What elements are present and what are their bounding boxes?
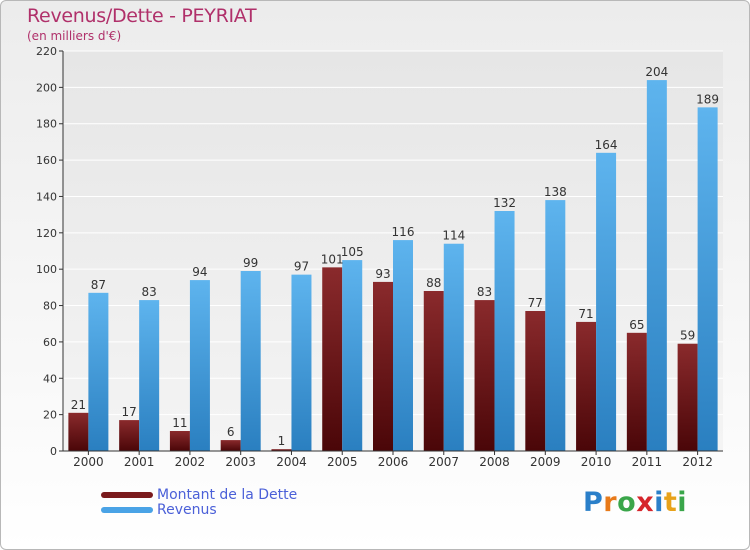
- value-label-dette-2012: 59: [680, 329, 695, 343]
- bar-revenus-2008: [494, 211, 515, 451]
- bar-dette-2003: [220, 440, 241, 451]
- bar-revenus-2000: [88, 292, 109, 451]
- logo-letter: o: [617, 487, 637, 518]
- y-tick-label: 120: [36, 227, 57, 240]
- x-tick-label-2006: 2006: [378, 455, 409, 469]
- bar-dette-2004: [271, 449, 292, 451]
- bar-revenus-2006: [393, 240, 413, 451]
- value-label-dette-2010: 71: [578, 307, 593, 321]
- bar-dette-2011: [626, 332, 647, 451]
- y-tick-label: 20: [43, 409, 57, 422]
- bar-revenus-2005: [342, 260, 363, 451]
- value-label-revenus-2008: 132: [493, 196, 516, 210]
- logo-letter: i: [654, 487, 664, 518]
- value-label-dette-2009: 77: [528, 296, 543, 310]
- chart-subtitle: (en milliers d'€): [27, 29, 122, 43]
- bar-revenus-2002: [189, 280, 210, 451]
- logo-letter: x: [636, 487, 655, 518]
- bar-revenus-2004: [291, 274, 312, 451]
- y-tick-label: 0: [50, 445, 57, 458]
- value-label-revenus-2003: 99: [243, 256, 258, 270]
- value-label-dette-2002: 11: [172, 416, 187, 430]
- y-tick-label: 200: [36, 81, 57, 94]
- bar-dette-2005: [322, 267, 343, 451]
- value-label-dette-2001: 17: [122, 405, 137, 419]
- bar-dette-2007: [423, 291, 444, 451]
- x-tick-label-2001: 2001: [124, 455, 155, 469]
- x-tick-label-2007: 2007: [428, 455, 459, 469]
- bar-dette-2000: [68, 412, 89, 451]
- value-label-dette-2000: 21: [71, 398, 86, 412]
- y-tick-label: 140: [36, 190, 57, 203]
- logo-letter: P: [583, 487, 604, 518]
- bar-revenus-2001: [139, 300, 160, 451]
- legend-label-revenus: Revenus: [157, 501, 217, 518]
- value-label-revenus-2000: 87: [91, 278, 106, 292]
- value-label-dette-2008: 83: [477, 285, 492, 299]
- bars: [68, 80, 718, 451]
- legend-item-dette: Montant de la Dette: [101, 486, 298, 503]
- x-tick-label-2005: 2005: [327, 455, 358, 469]
- value-label-revenus-2001: 83: [142, 285, 157, 299]
- value-label-revenus-2009: 138: [544, 185, 567, 199]
- chart-title: Revenus/Dette - PEYRIAT: [27, 5, 257, 27]
- bar-revenus-2007: [443, 243, 464, 451]
- value-label-revenus-2010: 164: [595, 138, 618, 152]
- value-label-dette-2007: 88: [426, 276, 441, 290]
- x-tick-label-2011: 2011: [632, 455, 663, 469]
- x-tick-label-2010: 2010: [581, 455, 612, 469]
- legend-item-revenus: Revenus: [101, 501, 297, 518]
- value-label-dette-2006: 93: [375, 267, 390, 281]
- bar-revenus-2003: [240, 271, 261, 451]
- value-label-revenus-2002: 94: [192, 265, 207, 279]
- bar-revenus-2009: [545, 200, 566, 451]
- value-label-dette-2011: 65: [629, 318, 644, 332]
- value-label-revenus-2005: 105: [341, 245, 364, 259]
- value-label-revenus-2011: 204: [645, 65, 668, 79]
- y-tick-label: 100: [36, 263, 57, 276]
- x-tick-label-2012: 2012: [682, 455, 713, 469]
- bar-dette-2012: [677, 343, 698, 451]
- bar-dette-2006: [373, 281, 393, 451]
- value-label-revenus-2007: 114: [442, 229, 465, 243]
- value-label-revenus-2006: 116: [392, 225, 415, 239]
- bar-revenus-2012: [697, 107, 718, 451]
- bar-dette-2002: [169, 431, 190, 451]
- y-tick-label: 160: [36, 154, 57, 167]
- legend: Montant de la Dette Revenus: [101, 486, 298, 518]
- value-label-dette-2003: 6: [227, 425, 235, 439]
- x-tick-label-2000: 2000: [73, 455, 104, 469]
- value-label-revenus-2004: 97: [294, 260, 309, 274]
- x-tick-label-2009: 2009: [530, 455, 561, 469]
- bar-revenus-2011: [646, 80, 667, 451]
- y-tick-label: 40: [43, 372, 57, 385]
- y-tick-label: 180: [36, 118, 57, 131]
- y-tick-label: 220: [36, 45, 57, 58]
- legend-swatch-dette: [101, 491, 153, 498]
- axes: 0 20 40 60 80 100 120 140 160 180 200 220 2000 2001 20…: [36, 45, 723, 469]
- legend-swatch-revenus: [101, 506, 153, 513]
- logo-letter: i: [677, 487, 688, 518]
- proxiti-logo: Proxiti: [583, 487, 687, 518]
- logo-letter: r: [603, 487, 618, 518]
- y-tick-label: 80: [43, 300, 57, 313]
- value-label-dette-2004: 1: [278, 434, 286, 448]
- bar-revenus-2010: [596, 152, 617, 451]
- value-label-revenus-2012: 189: [696, 92, 719, 106]
- bar-dette-2010: [576, 321, 597, 451]
- bar-dette-2001: [119, 420, 140, 451]
- bar-dette-2008: [474, 300, 495, 451]
- value-label-dette-2005: 101: [321, 252, 344, 266]
- x-tick-label-2004: 2004: [276, 455, 307, 469]
- bar-dette-2009: [525, 311, 546, 451]
- logo-letter: t: [663, 487, 678, 518]
- x-tick-label-2003: 2003: [225, 455, 256, 469]
- y-tick-label: 60: [43, 336, 57, 349]
- x-tick-label-2002: 2002: [175, 455, 206, 469]
- x-tick-label-2008: 2008: [479, 455, 510, 469]
- legend-label-dette: Montant de la Dette: [157, 486, 298, 503]
